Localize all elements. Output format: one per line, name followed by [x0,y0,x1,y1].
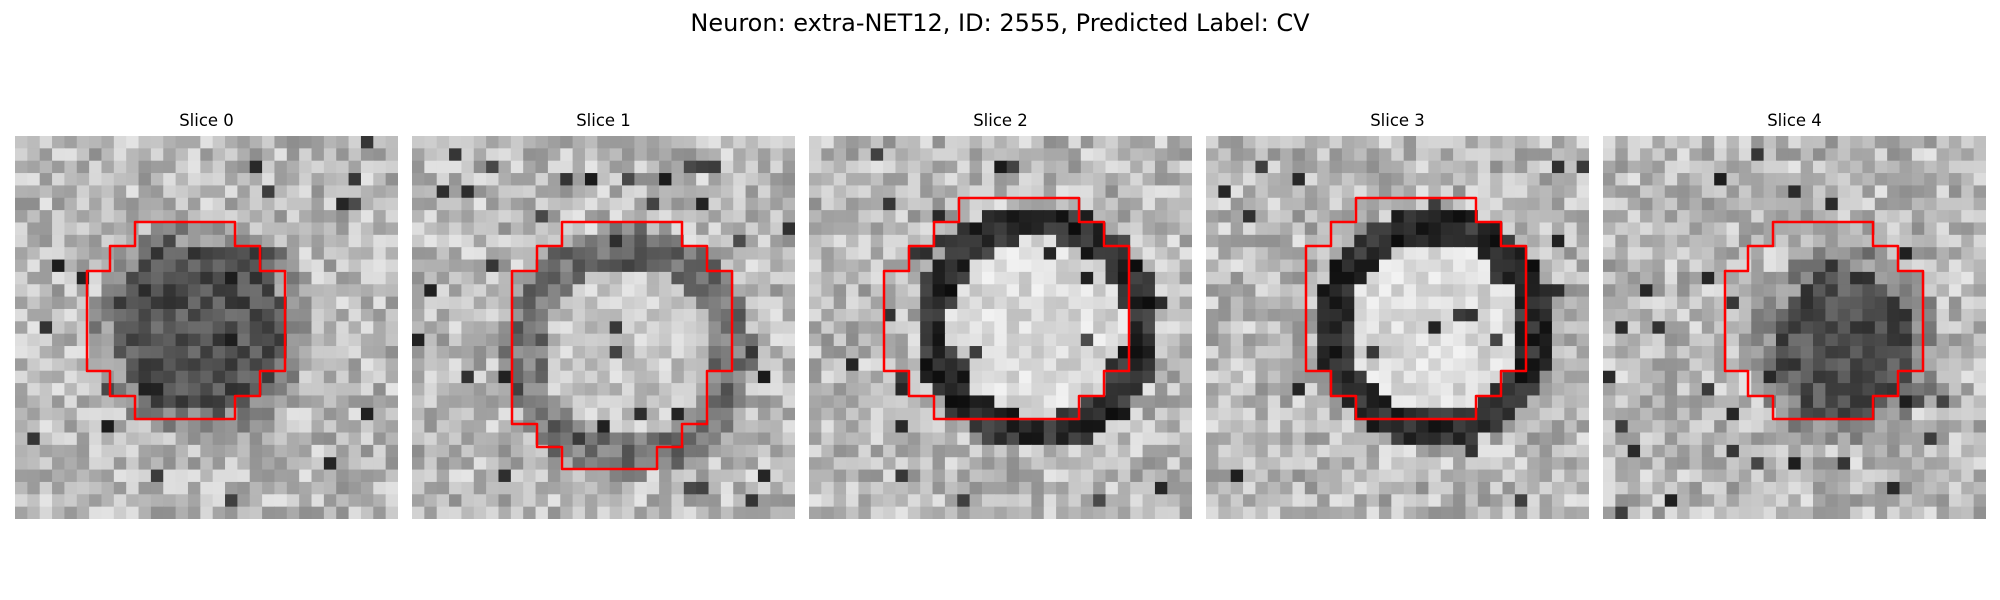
slice-image-4 [1603,136,1986,519]
slice-image-3 [1206,136,1589,519]
slice-pixels-1 [412,136,795,519]
slice-title-0: Slice 0 [179,111,234,130]
slice-panel-1: Slice 1 [412,108,795,519]
slice-outline-3 [1304,196,1528,421]
slice-panel-0: Slice 0 [15,108,398,519]
slice-title-1: Slice 1 [576,111,631,130]
slice-pixels-4 [1603,136,1986,519]
figure-title: Neuron: extra-NET12, ID: 2555, Predicted… [690,9,1310,37]
slice-pixels-3 [1206,136,1589,519]
slice-panel-3: Slice 3 [1206,108,1589,519]
slice-outline-1 [510,220,734,471]
slice-pixels-0 [15,136,398,519]
slice-outline-0 [85,220,287,421]
slice-panel-2: Slice 2 [809,108,1192,519]
slice-outline-2 [882,196,1131,421]
slice-outline-4 [1723,220,1925,421]
slice-image-2 [809,136,1192,519]
slice-pixels-2 [809,136,1192,519]
slice-panel-4: Slice 4 [1603,108,1986,519]
slice-title-3: Slice 3 [1370,111,1425,130]
slice-title-2: Slice 2 [973,111,1028,130]
slice-title-4: Slice 4 [1767,111,1822,130]
slice-image-0 [15,136,398,519]
slice-image-1 [412,136,795,519]
